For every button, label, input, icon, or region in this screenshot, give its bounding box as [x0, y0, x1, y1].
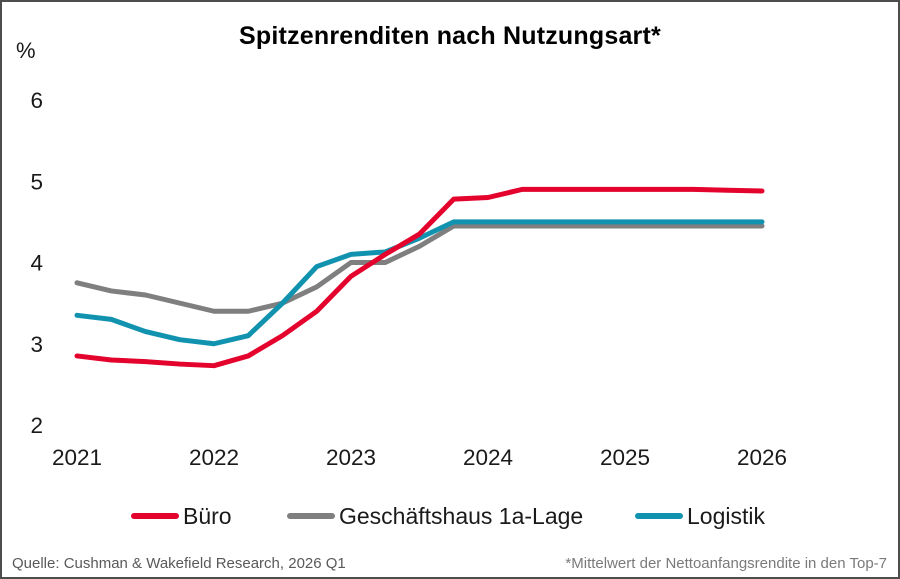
- y-tick-label: 4: [30, 251, 43, 276]
- footnote: *Mittelwert der Nettoanfangsrendite in d…: [565, 555, 887, 572]
- legend-label-buero: Büro: [183, 502, 232, 529]
- legend-label-logistik: Logistik: [687, 502, 765, 529]
- series-line-buero: [74, 186, 765, 369]
- y-tick-label: 3: [30, 332, 43, 357]
- series-line-logistik: [74, 219, 765, 347]
- y-tick-label: 6: [30, 88, 43, 113]
- x-tick-label: 2022: [189, 445, 239, 470]
- x-tick-label: 2021: [52, 445, 102, 470]
- x-tick-label: 2023: [326, 445, 376, 470]
- legend-swatch-logistik: [635, 513, 683, 519]
- legend-swatch-buero: [131, 513, 179, 519]
- y-tick-label: 2: [30, 413, 43, 438]
- x-tick-label: 2024: [463, 445, 513, 470]
- x-tick-label: 2026: [737, 445, 787, 470]
- legend-label-geschaeftshaus: Geschäftshaus 1a-Lage: [339, 502, 584, 529]
- series-line-geschaeftshaus-1a-lage: [74, 223, 765, 314]
- y-axis-unit-label: %: [16, 38, 36, 63]
- source-note: Quelle: Cushman & Wakefield Research, 20…: [12, 555, 346, 572]
- x-tick-label: 2025: [600, 445, 650, 470]
- legend-item-geschaeftshaus: Geschäftshaus 1a-Lage: [287, 503, 583, 529]
- legend-item-logistik: Logistik: [635, 503, 765, 529]
- legend-swatch-geschaeftshaus: [287, 513, 335, 519]
- chart-legend: Büro Geschäftshaus 1a-Lage Logistik: [2, 503, 898, 529]
- chart-title: Spitzenrenditen nach Nutzungsart*: [239, 22, 661, 50]
- legend-item-buero: Büro: [131, 503, 232, 529]
- y-tick-label: 5: [30, 169, 43, 194]
